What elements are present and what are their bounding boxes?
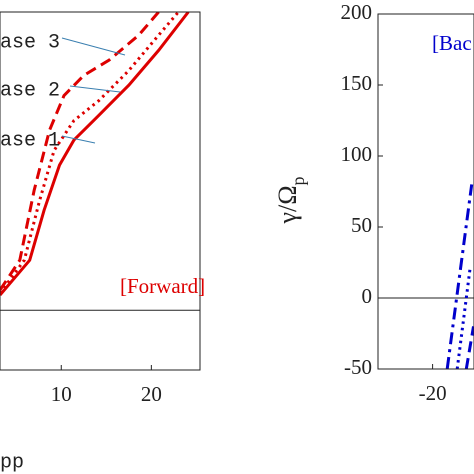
axes-box [377, 13, 474, 370]
y-tick-label: 100 [341, 142, 373, 166]
label-leader [61, 37, 126, 56]
series-label: ase 1 [0, 129, 60, 152]
y-axis-label: γ/Ωp [273, 176, 308, 224]
series-line [0, 12, 160, 291]
x-tick-label: 10 [51, 382, 72, 406]
plot-area [378, 184, 474, 369]
plot-area [0, 12, 200, 311]
y-axis-label-main: γ/Ω [273, 185, 302, 224]
x-axis-label: pp [0, 451, 24, 474]
label-leader [69, 85, 121, 93]
label-leader [61, 135, 96, 144]
y-tick-label: -50 [344, 355, 372, 379]
axes-box [0, 11, 201, 371]
y-tick-label: 50 [351, 213, 372, 237]
series-line [455, 269, 472, 369]
y-tick-label: 150 [341, 71, 373, 95]
x-tick-label: -20 [419, 381, 447, 405]
series-label: ase 3 [0, 31, 60, 54]
series-line [0, 12, 190, 296]
y-tick-label: 200 [341, 0, 373, 24]
series-label: ase 2 [0, 79, 60, 102]
series-line [464, 326, 474, 369]
y-tick-label: 0 [362, 284, 373, 308]
annotation: [Bac [432, 31, 472, 55]
y-axis-label-sub: p [288, 176, 308, 185]
series-line [445, 184, 474, 369]
series-line [0, 12, 180, 295]
x-tick-label: 20 [141, 382, 162, 406]
annotation: [Forward] [120, 274, 205, 298]
